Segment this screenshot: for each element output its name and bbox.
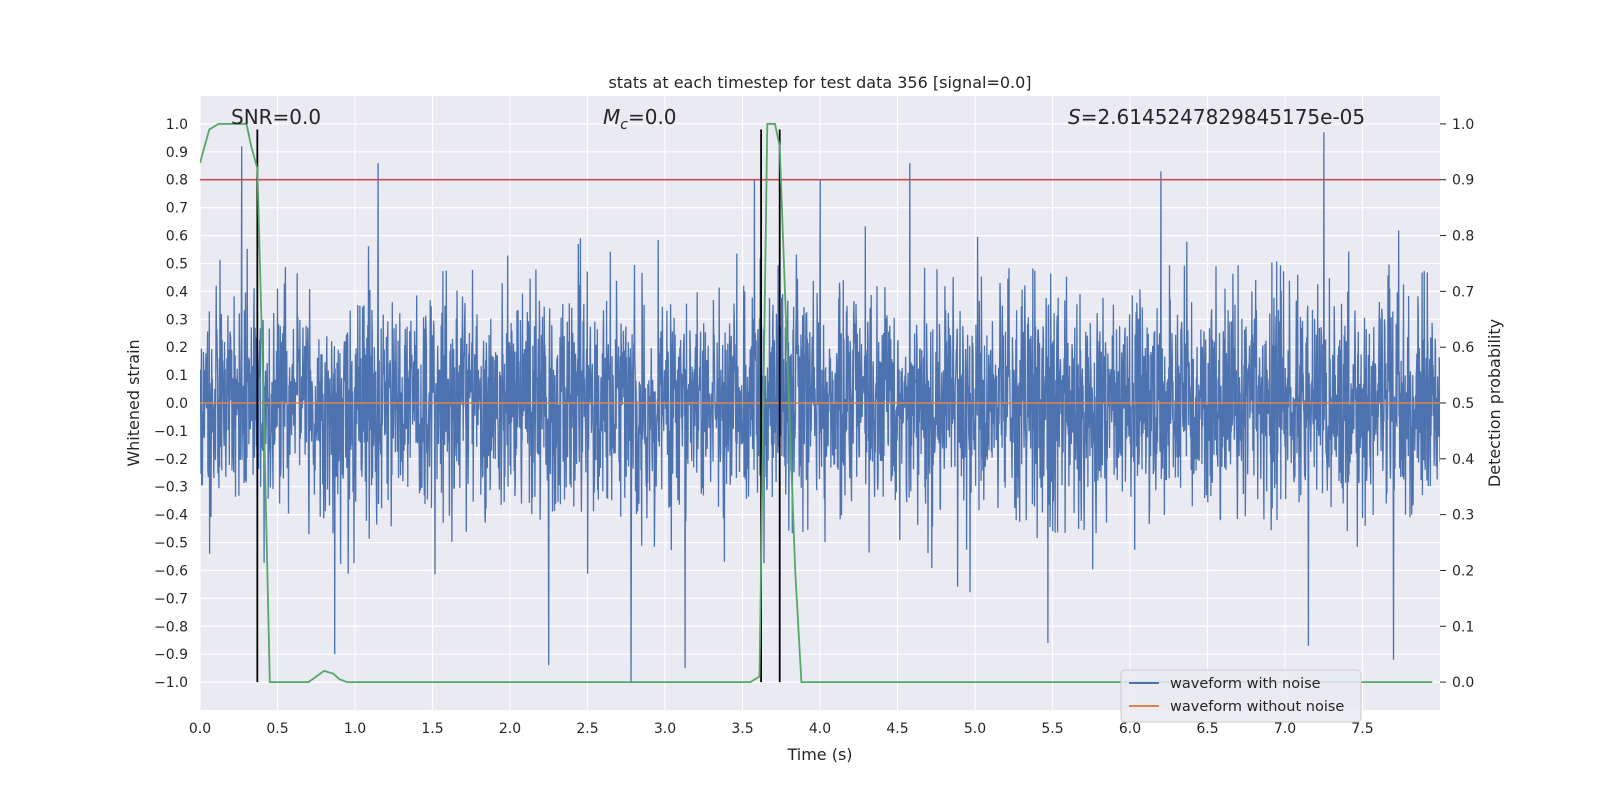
x-tick-label: 4.0	[809, 721, 831, 737]
series-detection-probability	[200, 123, 1433, 683]
series-waveform-with-noise	[200, 132, 1440, 683]
y2-tick-label: 1.0	[1452, 117, 1474, 133]
annotation-chirp-mass-subscript: c	[620, 117, 628, 133]
y2-tick-label: 0.9	[1452, 173, 1474, 189]
y-tick-label: 0.4	[166, 284, 188, 300]
detection-probability-line	[200, 123, 1433, 683]
y2-tick-label: 0.5	[1452, 396, 1474, 412]
annotation-statistic: S=2.6145247829845175e-05	[1068, 105, 1365, 129]
y-tick-label: −0.2	[154, 452, 188, 468]
x-tick-label: 2.5	[576, 721, 598, 737]
y2-tick-label: 0.2	[1452, 563, 1474, 579]
waveform-with-noise-line	[200, 132, 1440, 683]
y-tick-label: 0.7	[166, 201, 188, 217]
annotation-statistic-symbol: S	[1068, 105, 1081, 129]
y-tick-label: 0.9	[166, 145, 188, 161]
y-tick-label: −0.7	[154, 591, 188, 607]
x-tick-label: 5.5	[1041, 721, 1063, 737]
annotation-statistic-value: =2.6145247829845175e-05	[1081, 105, 1365, 129]
y-tick-label: 1.0	[166, 117, 188, 133]
legend-box	[1120, 669, 1362, 723]
x-tick-label: 0.5	[266, 721, 288, 737]
y-tick-label: 0.6	[166, 229, 188, 245]
y-tick-label: 0.0	[166, 396, 188, 412]
y2-axis-ticks: 0.0 0.1 0.2 0.3 0.4 0.5 0.6 0.7 0.8 0.9 1.0	[1440, 117, 1474, 691]
annotation-chirp-mass: Mc=0.0	[603, 105, 677, 133]
y2-tick-label: 0.4	[1452, 452, 1474, 468]
legend-label-noise: waveform with noise	[1170, 676, 1321, 692]
x-tick-label: 0.0	[189, 721, 211, 737]
y-tick-label: 0.1	[166, 368, 188, 384]
y2-tick-label: 0.0	[1452, 675, 1474, 691]
x-tick-label: 4.5	[886, 721, 908, 737]
y-tick-label: −1.0	[154, 675, 188, 691]
y-tick-label: −0.6	[154, 563, 188, 579]
x-axis-ticks: 0.0 0.5 1.0 1.5 2.0 2.5 3.0 3.5 4.0 4.5 5.0 5.5 6.0 6…	[189, 721, 1374, 737]
y-tick-label: 0.3	[166, 312, 188, 328]
y-tick-label: −0.4	[154, 508, 188, 524]
chart-title: stats at each timestep for test data 356…	[608, 73, 1031, 92]
y2-tick-label: 0.8	[1452, 229, 1474, 245]
y2-tick-label: 0.7	[1452, 284, 1474, 300]
x-tick-label: 2.0	[499, 721, 521, 737]
x-tick-label: 6.5	[1196, 721, 1218, 737]
x-tick-label: 3.0	[654, 721, 676, 737]
y-tick-label: −0.5	[154, 536, 188, 552]
y-axis-label: Whitened strain	[124, 339, 143, 466]
annotation-chirp-mass-symbol: M	[603, 105, 620, 129]
y2-tick-label: 0.1	[1452, 619, 1474, 635]
legend-label-clean: waveform without noise	[1170, 699, 1344, 715]
x-tick-label: 7.5	[1351, 721, 1373, 737]
y2-axis-label: Detection probability	[1485, 319, 1504, 487]
x-axis-label: Time (s)	[786, 745, 852, 764]
legend: waveform with noise waveform without noi…	[1120, 669, 1362, 723]
y2-tick-label: 0.6	[1452, 340, 1474, 356]
x-tick-label: 7.0	[1274, 721, 1296, 737]
y-tick-label: −0.3	[154, 480, 188, 496]
y-tick-label: 0.5	[166, 256, 188, 272]
y-tick-label: 0.2	[166, 340, 188, 356]
x-tick-label: 5.0	[964, 721, 986, 737]
y-tick-label: −0.1	[154, 424, 188, 440]
annotation-snr: SNR=0.0	[231, 105, 321, 129]
y2-tick-label: 0.3	[1452, 508, 1474, 524]
y-tick-label: −0.8	[154, 619, 188, 635]
y-tick-label: 0.8	[166, 173, 188, 189]
x-tick-label: 1.5	[421, 721, 443, 737]
y-axis-ticks: −1.0 −0.9 −0.8 −0.7 −0.6 −0.5 −0.4 −0.3 −0.2 −0.1…	[154, 117, 188, 691]
x-tick-label: 6.0	[1119, 721, 1141, 737]
x-tick-label: 1.0	[344, 721, 366, 737]
y-tick-label: −0.9	[154, 647, 188, 663]
annotation-chirp-mass-value: =0.0	[628, 105, 677, 129]
x-tick-label: 3.5	[731, 721, 753, 737]
